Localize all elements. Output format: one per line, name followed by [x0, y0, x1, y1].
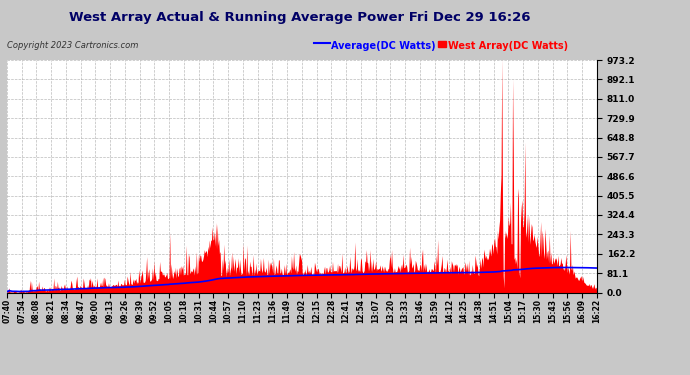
Text: Copyright 2023 Cartronics.com: Copyright 2023 Cartronics.com — [7, 41, 138, 50]
Text: West Array Actual & Running Average Power Fri Dec 29 16:26: West Array Actual & Running Average Powe… — [70, 11, 531, 24]
Text: West Array(DC Watts): West Array(DC Watts) — [448, 41, 569, 51]
Text: Average(DC Watts): Average(DC Watts) — [331, 41, 436, 51]
